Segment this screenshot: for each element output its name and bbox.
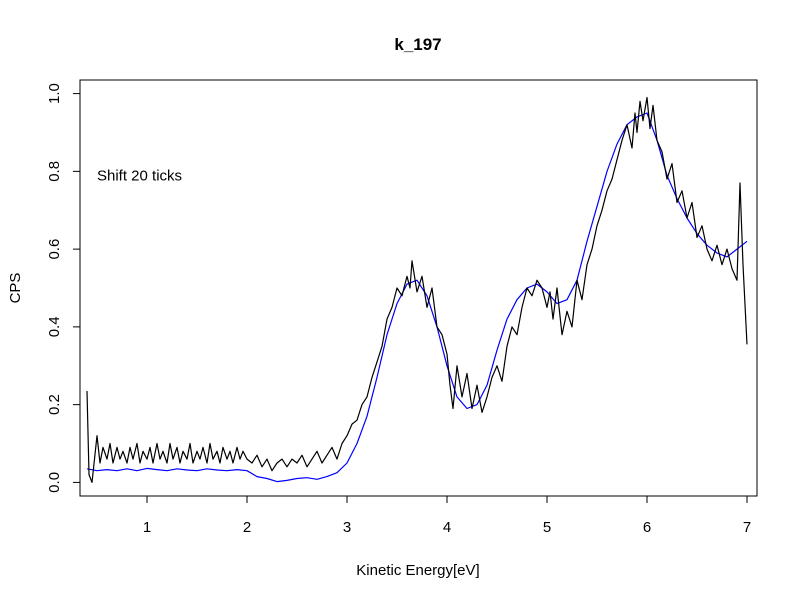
x-axis: 1 2 3 4 5 6 7 — [143, 495, 751, 536]
x-tick-label: 5 — [543, 519, 551, 536]
x-tick-label: 6 — [643, 519, 651, 536]
x-axis-label: Kinetic Energy[eV] — [356, 562, 479, 579]
series-line — [86, 96, 748, 483]
x-tick-label: 2 — [243, 519, 251, 536]
x-tick-label: 3 — [343, 519, 351, 536]
y-tick-label: 0.6 — [46, 239, 63, 260]
y-tick-label: 0.8 — [46, 161, 63, 182]
series-line — [86, 112, 748, 483]
y-tick-label: 0.4 — [46, 316, 63, 337]
x-tick-label: 4 — [443, 519, 451, 536]
x-tick-label: 1 — [143, 519, 151, 536]
series-group — [86, 96, 748, 483]
chart-title: k_197 — [394, 35, 441, 54]
y-axis-label: CPS — [7, 273, 24, 304]
y-tick-label: 0.2 — [46, 394, 63, 415]
y-tick-label: 0.0 — [46, 472, 63, 493]
y-axis: 0.0 0.2 0.4 0.6 0.8 1.0 — [46, 83, 81, 493]
annotation-shift: Shift 20 ticks — [97, 167, 182, 184]
y-tick-label: 1.0 — [46, 83, 63, 104]
x-tick-label: 7 — [743, 519, 751, 536]
